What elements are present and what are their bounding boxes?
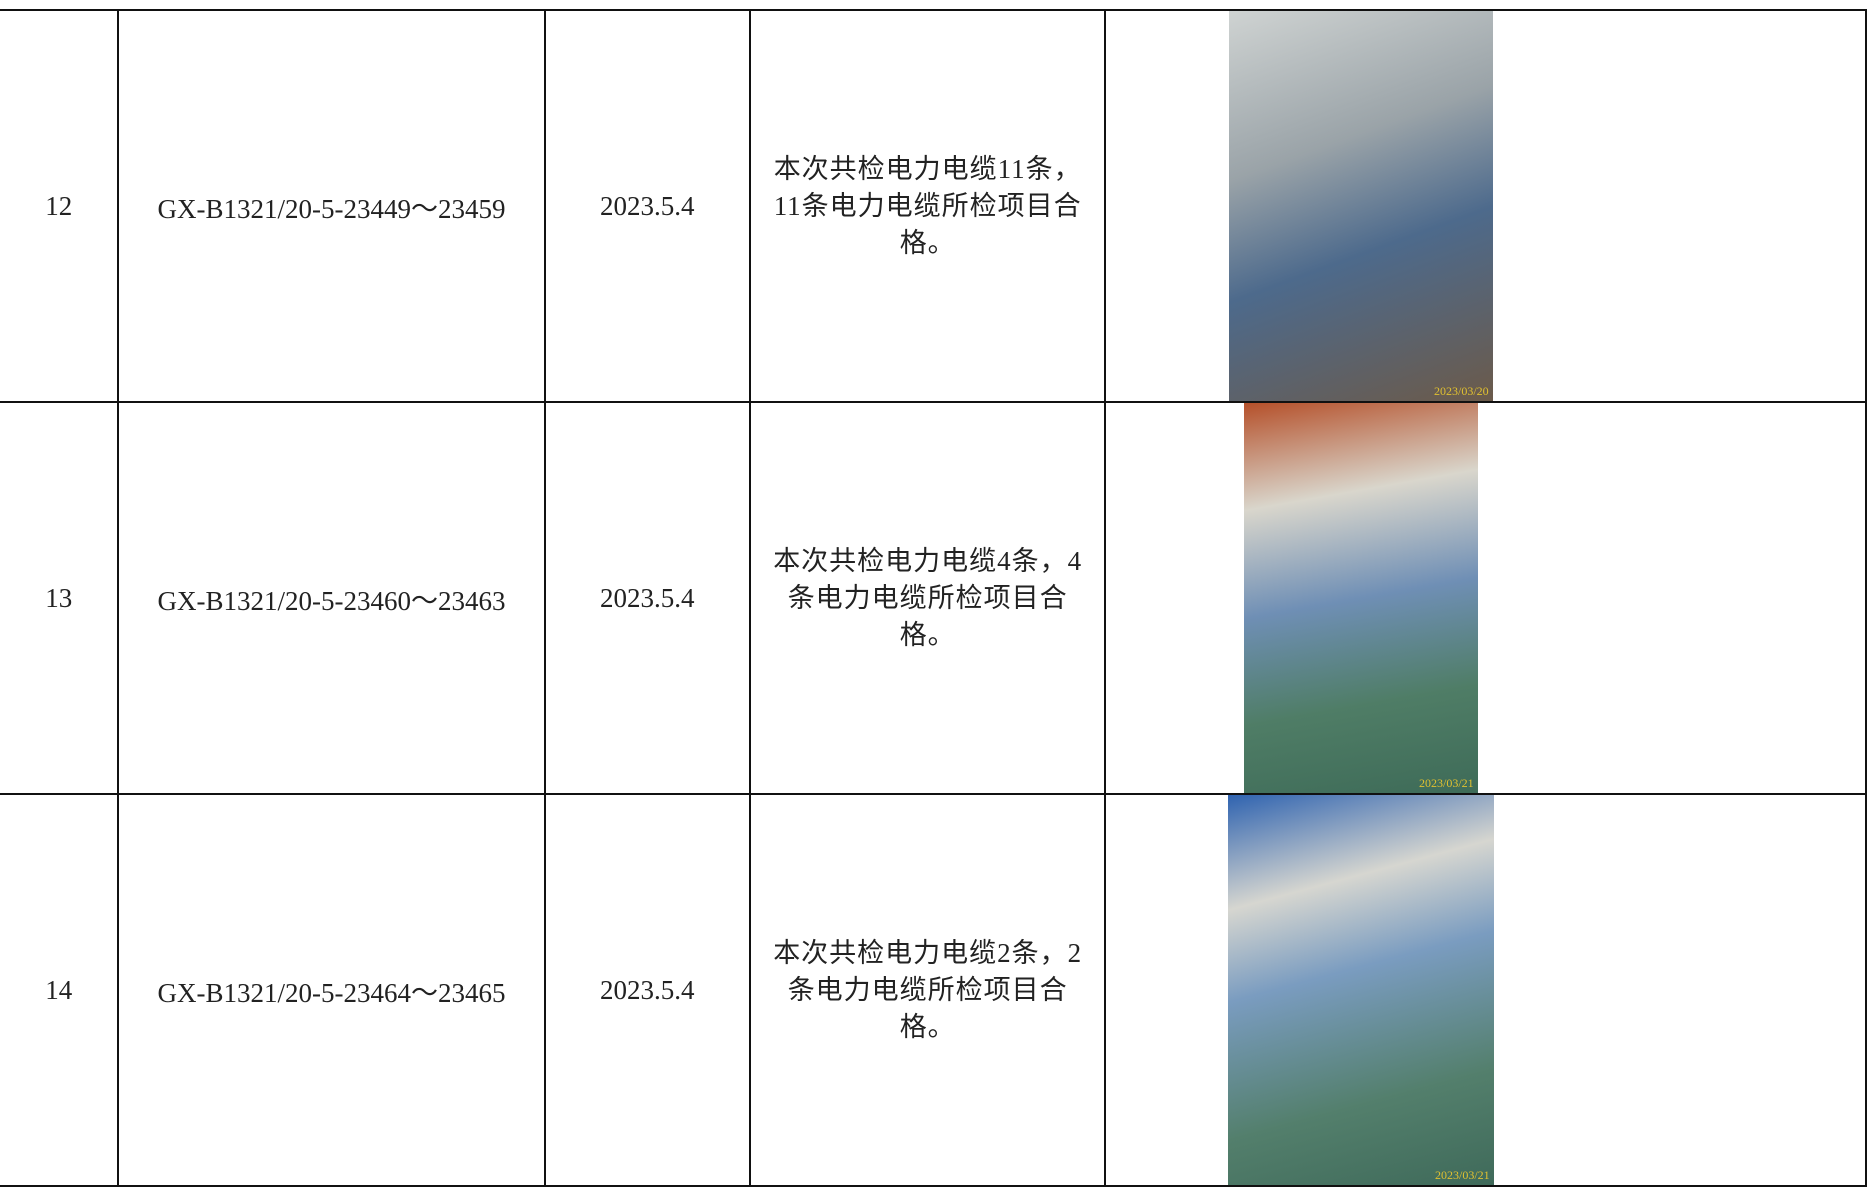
photo-date-stamp: 2023/03/21 [1435, 1168, 1490, 1182]
table-row: 14 GX-B1321/20-5-23464～23465 2023.5.4 本次共检电… [0, 793, 1867, 1187]
row-number: 13 [0, 401, 120, 795]
cable-code: GX-B1321/20-5-23464～23465 [117, 793, 546, 1187]
inspection-date: 2023.5.4 [543, 793, 751, 1187]
photo-cell: 2023/03/20 [1104, 9, 1867, 403]
table-row: 13 GX-B1321/20-5-23460～23463 2023.5.4 本次共检电… [0, 401, 1867, 795]
site-photo: 2023/03/20 [1228, 11, 1493, 401]
photo-cell: 2023/03/21 [1104, 401, 1867, 795]
inspection-date: 2023.5.4 [543, 401, 751, 795]
inspection-date: 2023.5.4 [543, 9, 751, 403]
cable-code: GX-B1321/20-5-23449～23459 [117, 9, 546, 403]
photo-cell: 2023/03/21 [1104, 793, 1867, 1187]
site-photo: 2023/03/21 [1227, 795, 1494, 1185]
photo-date-stamp: 2023/03/20 [1434, 384, 1489, 398]
inspection-result: 本次共检电力电缆4条，4条电力电缆所检项目合格。 [748, 401, 1107, 795]
table-body: 12 GX-B1321/20-5-23449～23459 2023.5.4 本次共检电… [0, 9, 1867, 1187]
photo-date-stamp: 2023/03/21 [1419, 776, 1474, 790]
site-photo: 2023/03/21 [1243, 403, 1478, 793]
inspection-result: 本次共检电力电缆2条，2条电力电缆所检项目合格。 [748, 793, 1107, 1187]
row-number: 12 [0, 9, 120, 403]
table-row: 12 GX-B1321/20-5-23449～23459 2023.5.4 本次共检电… [0, 9, 1867, 403]
cable-code: GX-B1321/20-5-23460～23463 [117, 401, 546, 795]
row-number: 14 [0, 793, 120, 1187]
inspection-result: 本次共检电力电缆11条，11条电力电缆所检项目合格。 [748, 9, 1107, 403]
records-table: 12 GX-B1321/20-5-23449～23459 2023.5.4 本次共检电… [0, 9, 1867, 1187]
